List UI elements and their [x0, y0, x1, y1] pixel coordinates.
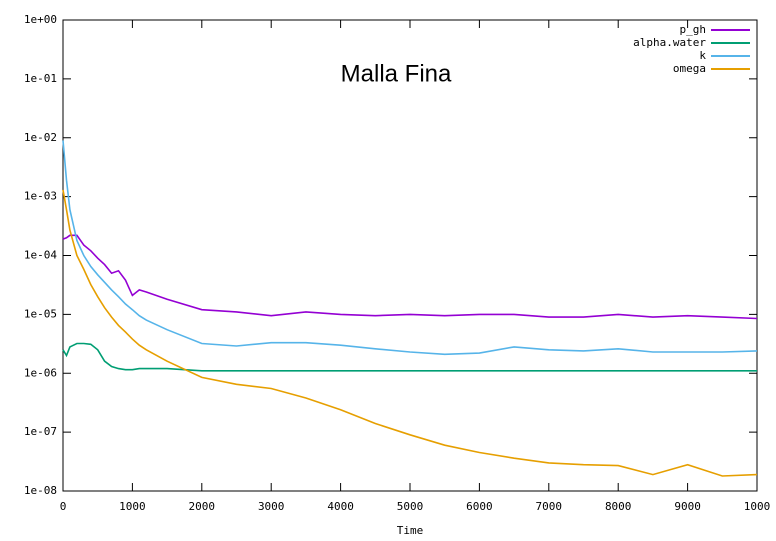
legend-label: alpha.water	[633, 36, 706, 49]
x-tick-label: 5000	[397, 500, 424, 513]
y-tick-label: 1e+00	[24, 13, 57, 26]
y-tick-label: 1e-08	[24, 484, 57, 497]
x-tick-label: 7000	[536, 500, 563, 513]
plot-frame	[62, 19, 758, 492]
series-line	[62, 189, 758, 477]
x-tick-label: 1000	[119, 500, 146, 513]
x-tick-label: 1000	[744, 500, 771, 513]
y-tick-label: 1e-06	[24, 366, 57, 379]
y-tick-label: 1e-07	[24, 425, 57, 438]
y-tick-label: 1e-01	[24, 72, 57, 85]
series-line	[62, 140, 758, 356]
series-line	[62, 342, 757, 372]
x-tick-label: 4000	[327, 500, 354, 513]
x-tick-label: 2000	[189, 500, 216, 513]
x-tick-label: 3000	[258, 500, 285, 513]
x-tick-label: 8000	[605, 500, 632, 513]
x-axis-label: Time	[397, 524, 424, 537]
annotation: Malla Fina	[341, 60, 452, 87]
legend-label: k	[699, 49, 706, 62]
legend-label: omega	[673, 62, 706, 75]
legend-label: p_gh	[680, 23, 707, 36]
y-tick-label: 1e-04	[24, 249, 57, 262]
x-tick-label: 0	[60, 500, 67, 513]
series-line	[62, 234, 758, 320]
y-tick-label: 1e-05	[24, 307, 57, 320]
y-tick-label: 1e-02	[24, 131, 57, 144]
x-tick-label: 9000	[674, 500, 701, 513]
y-tick-label: 1e-03	[24, 190, 57, 203]
x-tick-label: 6000	[466, 500, 493, 513]
